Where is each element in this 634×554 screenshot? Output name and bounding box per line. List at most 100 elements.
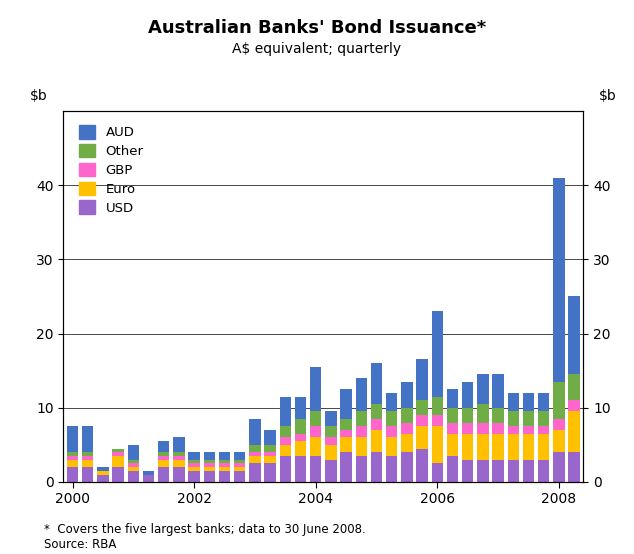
Bar	[112, 449, 124, 452]
Bar	[219, 452, 230, 460]
Bar	[538, 460, 550, 482]
Bar	[234, 471, 245, 482]
Bar	[325, 427, 337, 438]
Bar	[371, 452, 382, 482]
Bar	[97, 475, 108, 482]
Bar	[249, 452, 261, 456]
Bar	[143, 475, 154, 482]
Bar	[82, 452, 93, 456]
Bar	[386, 438, 398, 456]
Bar	[340, 389, 352, 419]
Bar	[356, 456, 367, 482]
Bar	[417, 401, 428, 415]
Bar	[204, 467, 215, 471]
Bar	[67, 427, 78, 452]
Bar	[340, 419, 352, 430]
Bar	[82, 460, 93, 467]
Bar	[523, 434, 534, 460]
Bar	[401, 423, 413, 434]
Bar	[158, 460, 169, 467]
Bar	[158, 452, 169, 456]
Bar	[356, 412, 367, 427]
Bar	[264, 430, 276, 445]
Bar	[188, 467, 200, 471]
Bar	[508, 427, 519, 434]
Bar	[280, 397, 291, 427]
Bar	[112, 452, 124, 456]
Bar	[371, 430, 382, 452]
Bar	[173, 456, 184, 460]
Bar	[112, 456, 124, 467]
Bar	[234, 452, 245, 460]
Bar	[280, 438, 291, 445]
Bar	[173, 452, 184, 456]
Bar	[325, 460, 337, 482]
Bar	[553, 430, 565, 452]
Bar	[188, 463, 200, 467]
Bar	[310, 456, 321, 482]
Bar	[204, 471, 215, 482]
Bar	[401, 434, 413, 452]
Bar	[386, 456, 398, 482]
Bar	[173, 438, 184, 452]
Bar	[386, 393, 398, 412]
Bar	[295, 434, 306, 441]
Bar	[569, 452, 580, 482]
Bar	[371, 363, 382, 404]
Bar	[67, 460, 78, 467]
Bar	[127, 445, 139, 460]
Text: A$ equivalent; quarterly: A$ equivalent; quarterly	[233, 42, 401, 55]
Bar	[523, 412, 534, 427]
Legend: AUD, Other, GBP, Euro, USD: AUD, Other, GBP, Euro, USD	[75, 121, 148, 219]
Bar	[462, 460, 474, 482]
Bar	[371, 404, 382, 419]
Bar	[295, 456, 306, 482]
Bar	[447, 408, 458, 423]
Bar	[553, 419, 565, 430]
Bar	[417, 415, 428, 427]
Bar	[432, 397, 443, 415]
Bar	[447, 423, 458, 434]
Bar	[234, 460, 245, 463]
Bar	[188, 460, 200, 463]
Bar	[219, 471, 230, 482]
Bar	[538, 427, 550, 434]
Bar	[127, 471, 139, 482]
Bar	[340, 452, 352, 482]
Bar	[462, 382, 474, 408]
Bar	[477, 434, 489, 460]
Bar	[401, 452, 413, 482]
Bar	[143, 471, 154, 475]
Bar	[325, 438, 337, 445]
Bar	[371, 419, 382, 430]
Bar	[188, 452, 200, 460]
Bar	[432, 415, 443, 427]
Bar	[67, 456, 78, 460]
Bar	[493, 408, 504, 423]
Bar	[356, 438, 367, 456]
Bar	[264, 463, 276, 482]
Bar	[82, 467, 93, 482]
Bar	[158, 467, 169, 482]
Bar	[158, 441, 169, 452]
Bar	[553, 452, 565, 482]
Bar	[508, 460, 519, 482]
Bar	[523, 427, 534, 434]
Bar	[553, 382, 565, 419]
Bar	[462, 408, 474, 423]
Bar	[417, 449, 428, 482]
Bar	[280, 456, 291, 482]
Bar	[523, 393, 534, 412]
Text: Australian Banks' Bond Issuance*: Australian Banks' Bond Issuance*	[148, 19, 486, 37]
Bar	[462, 434, 474, 460]
Bar	[112, 467, 124, 482]
Bar	[477, 460, 489, 482]
Bar	[432, 311, 443, 397]
Bar	[234, 463, 245, 467]
Bar	[204, 460, 215, 463]
Bar	[249, 445, 261, 452]
Bar	[538, 412, 550, 427]
Bar	[295, 419, 306, 434]
Bar	[523, 460, 534, 482]
Bar	[310, 367, 321, 412]
